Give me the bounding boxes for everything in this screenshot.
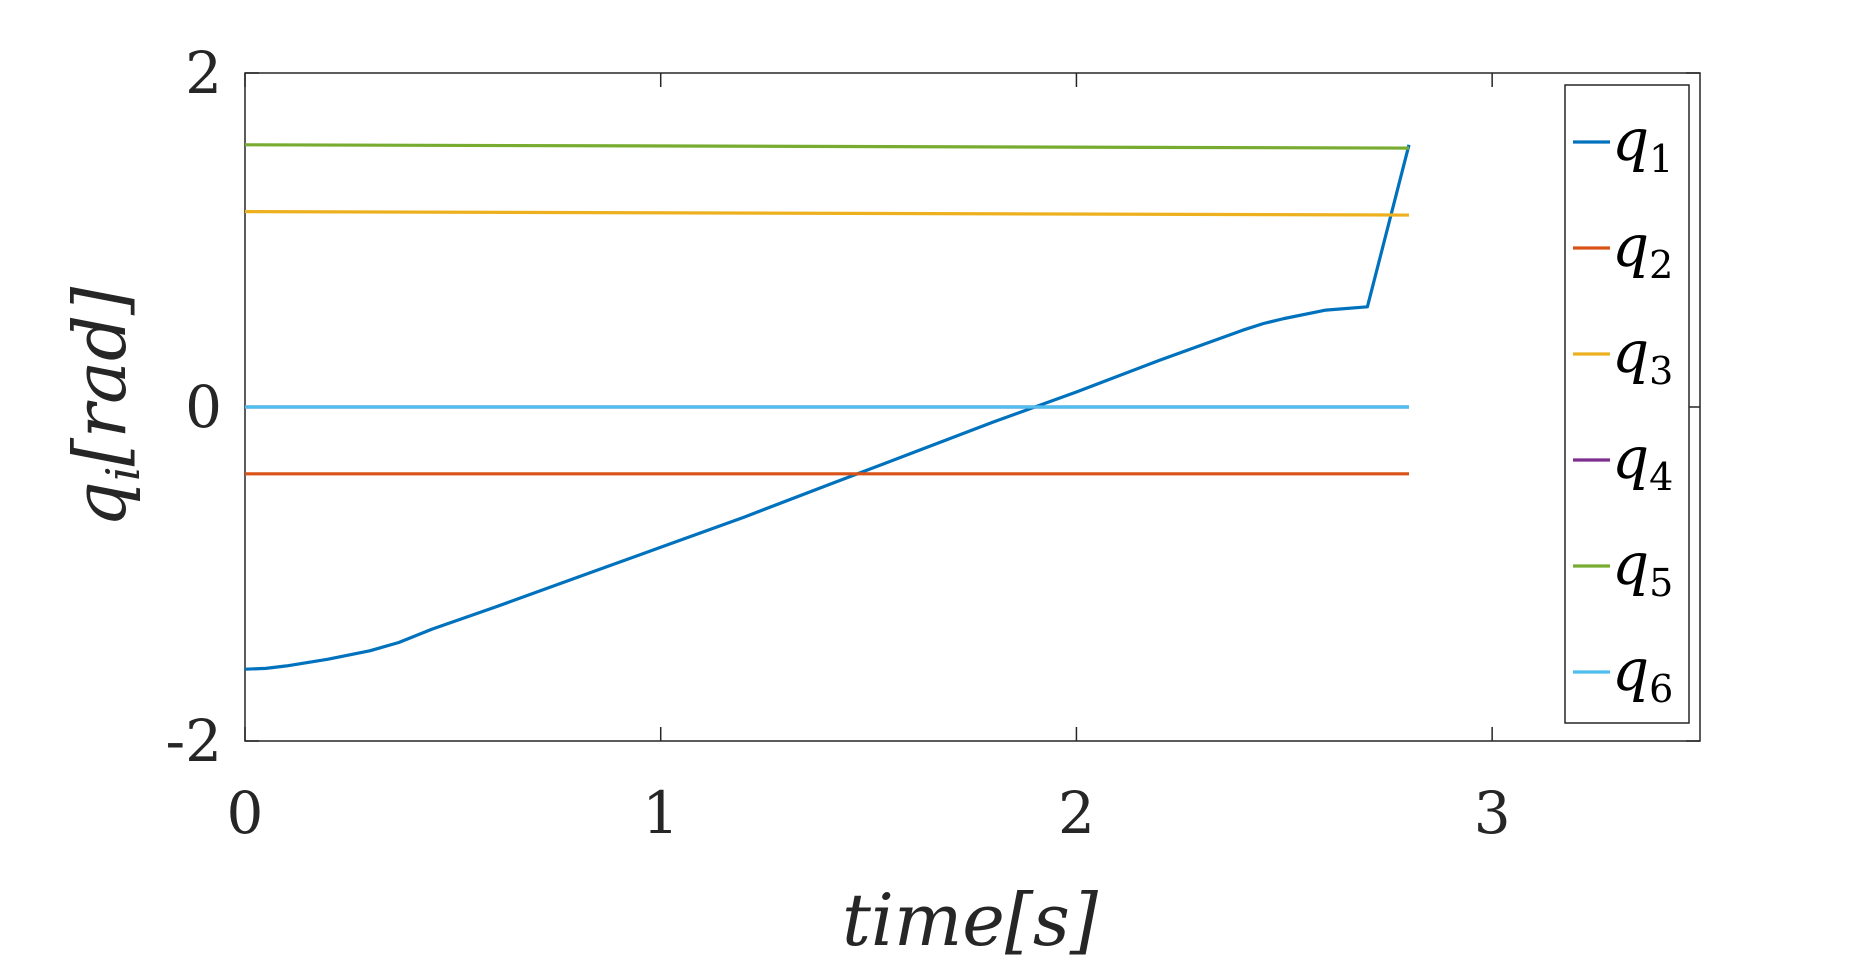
x-tick-label: 3	[1474, 779, 1511, 847]
x-tick-label: 0	[227, 779, 264, 847]
x-tick-label: 2	[1058, 779, 1095, 847]
axis-ticks: 0 1 2 3-202	[166, 39, 1700, 847]
y-axis-label-main: q	[58, 481, 142, 527]
y-axis-label-unit: [rad]	[58, 286, 142, 467]
x-tick-label: 1	[642, 779, 679, 847]
legend-label-q1: q1	[1612, 106, 1673, 181]
y-tick-label: 2	[185, 39, 222, 107]
legend-box	[1564, 84, 1690, 724]
series-line-q1	[244, 144, 1411, 671]
data-series	[244, 143, 1411, 671]
svg-text:qi[rad]: qi[rad]	[58, 286, 150, 527]
legend-label-q4: q4	[1612, 424, 1673, 499]
y-tick-label: 0	[185, 373, 222, 441]
series-line-q3	[244, 210, 1410, 217]
legend-label-q5: q5	[1612, 530, 1673, 605]
legend-label-q3: q3	[1612, 318, 1673, 393]
legend-label-q2: q2	[1612, 212, 1673, 287]
legend: q1 q2 q3 q4 q5 q6	[1564, 84, 1690, 724]
legend-label-q6: q6	[1612, 636, 1673, 711]
y-tick-label: -2	[166, 707, 223, 775]
y-axis-label-sub: i	[96, 466, 150, 481]
x-axis-label: time[s]	[842, 878, 1099, 962]
y-axis-label: qi[rad]	[58, 286, 150, 527]
series-line-q5	[244, 143, 1410, 150]
